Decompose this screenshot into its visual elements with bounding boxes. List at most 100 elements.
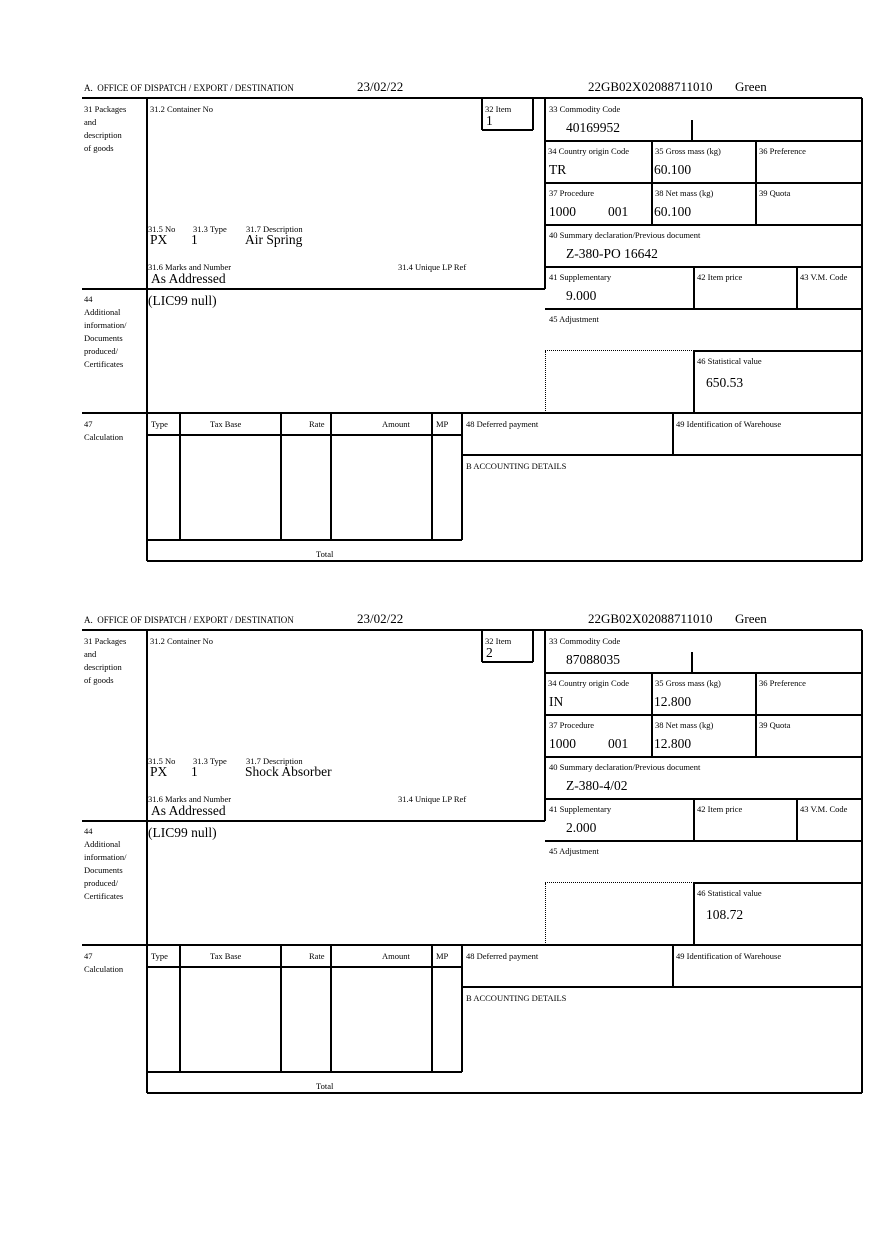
calc-type-header: Type bbox=[151, 419, 168, 429]
gross-mass: 60.100 bbox=[654, 162, 692, 177]
item-box-border bbox=[482, 661, 533, 663]
rule-line bbox=[147, 1071, 462, 1073]
item-box-border bbox=[481, 98, 483, 130]
rule-line bbox=[280, 413, 282, 540]
rule-line bbox=[147, 966, 462, 968]
calc-mp-header: MP bbox=[436, 951, 449, 961]
previous-document-label: 40 Summary declaration/Previous document bbox=[549, 762, 701, 772]
description-label: 31.7 Description bbox=[246, 756, 303, 766]
rule-line bbox=[179, 945, 181, 1072]
marks-label: 31.6 Marks and Number bbox=[148, 794, 232, 804]
rule-line bbox=[545, 182, 862, 184]
net-mass: 60.100 bbox=[654, 204, 692, 219]
bottom-border bbox=[147, 560, 862, 562]
quota-label: 39 Quota bbox=[759, 188, 791, 198]
marks-label: 31.6 Marks and Number bbox=[148, 262, 232, 272]
rule-line bbox=[672, 413, 674, 455]
calc-tax-base-header: Tax Base bbox=[210, 951, 242, 961]
rule-line bbox=[651, 141, 653, 225]
dotted-divider bbox=[545, 351, 546, 413]
rule-line bbox=[545, 672, 862, 674]
rule-line bbox=[461, 945, 463, 1072]
calc-amount-header: Amount bbox=[382, 951, 410, 961]
supplementary-units: 9.000 bbox=[566, 288, 597, 303]
procedure-additional-code: 001 bbox=[608, 736, 629, 751]
calculation-label: 47 Calculation bbox=[84, 419, 124, 442]
packages-label: 31 Packages and description of goods bbox=[84, 104, 127, 153]
rule-line bbox=[545, 308, 862, 310]
office-of-dispatch-heading: A. OFFICE OF DISPATCH / EXPORT / DESTINA… bbox=[84, 615, 294, 625]
previous-document: Z-380-4/02 bbox=[566, 778, 628, 793]
supplementary-label: 41 Supplementary bbox=[549, 804, 612, 814]
warehouse-id-label: 49 Identification of Warehouse bbox=[676, 419, 782, 429]
rule-line bbox=[693, 883, 695, 945]
rule-line bbox=[82, 944, 862, 946]
gross-mass-label: 35 Gross mass (kg) bbox=[655, 678, 721, 688]
declaration-reference: 22GB02X02088711010 bbox=[588, 611, 713, 626]
item-box-border bbox=[532, 98, 534, 130]
marks-and-numbers: As Addressed bbox=[151, 803, 226, 818]
description-label: 31.7 Description bbox=[246, 224, 303, 234]
goods-description: Shock Absorber bbox=[245, 764, 332, 779]
package-type-label: 31.3 Type bbox=[193, 756, 227, 766]
quota-label: 39 Quota bbox=[759, 720, 791, 730]
accounting-details-label: B ACCOUNTING DETAILS bbox=[466, 461, 567, 471]
statistical-value-label: 46 Statistical value bbox=[697, 356, 762, 366]
item-box-border bbox=[481, 630, 483, 662]
total-label: Total bbox=[316, 549, 334, 559]
rule-line bbox=[330, 413, 332, 540]
calc-type-header: Type bbox=[151, 951, 168, 961]
rule-line bbox=[672, 945, 674, 987]
total-label: Total bbox=[316, 1081, 334, 1091]
country-origin-label: 34 Country origin Code bbox=[548, 146, 629, 156]
container-no-label: 31.2 Container No bbox=[150, 636, 214, 646]
package-count: 1 bbox=[191, 764, 198, 779]
packages-label: 31 Packages and description of goods bbox=[84, 636, 127, 685]
rule-line bbox=[694, 350, 862, 352]
marks-and-numbers: As Addressed bbox=[151, 271, 226, 286]
commodity-code: 87088035 bbox=[566, 652, 620, 667]
declaration-date: 23/02/22 bbox=[357, 611, 404, 626]
deferred-payment-label: 48 Deferred payment bbox=[466, 419, 539, 429]
left-border bbox=[146, 98, 148, 561]
rule-line bbox=[691, 120, 693, 141]
rule-line bbox=[796, 799, 798, 841]
top-border bbox=[82, 629, 862, 631]
commodity-code-label: 33 Commodity Code bbox=[549, 104, 621, 114]
dotted-divider bbox=[545, 883, 546, 945]
office-of-dispatch-heading: A. OFFICE OF DISPATCH / EXPORT / DESTINA… bbox=[84, 83, 294, 93]
procedure-code: 1000 bbox=[549, 736, 576, 751]
calc-rate-header: Rate bbox=[309, 419, 325, 429]
supplementary-units: 2.000 bbox=[566, 820, 597, 835]
rule-line bbox=[545, 798, 862, 800]
gross-mass-label: 35 Gross mass (kg) bbox=[655, 146, 721, 156]
previous-document-label: 40 Summary declaration/Previous document bbox=[549, 230, 701, 240]
dotted-divider bbox=[545, 882, 694, 883]
item-number: 2 bbox=[486, 645, 493, 660]
item-label: 32 Item bbox=[485, 104, 512, 114]
rule-line bbox=[147, 434, 462, 436]
previous-document: Z-380-PO 16642 bbox=[566, 246, 658, 261]
declaration-date: 23/02/22 bbox=[357, 79, 404, 94]
procedure-label: 37 Procedure bbox=[549, 720, 595, 730]
declaration-item-form: A. OFFICE OF DISPATCH / EXPORT / DESTINA… bbox=[0, 532, 882, 1094]
calculation-label: 47 Calculation bbox=[84, 951, 124, 974]
rule-line bbox=[796, 267, 798, 309]
commodity-code: 40169952 bbox=[566, 120, 620, 135]
additional-info: (LIC99 null) bbox=[148, 825, 217, 840]
rule-line bbox=[545, 756, 862, 758]
rule-line bbox=[755, 673, 757, 757]
adjustment-label: 45 Adjustment bbox=[549, 314, 599, 324]
preference-label: 36 Preference bbox=[759, 678, 806, 688]
preference-label: 36 Preference bbox=[759, 146, 806, 156]
rule-line bbox=[147, 539, 462, 541]
middle-divider bbox=[544, 630, 546, 821]
container-no-label: 31.2 Container No bbox=[150, 104, 214, 114]
dotted-divider bbox=[545, 350, 694, 351]
package-no-label: 31.5 No bbox=[148, 756, 176, 766]
route-status: Green bbox=[735, 79, 767, 94]
right-border bbox=[861, 630, 863, 1093]
rule-line bbox=[462, 986, 862, 988]
item-label: 32 Item bbox=[485, 636, 512, 646]
